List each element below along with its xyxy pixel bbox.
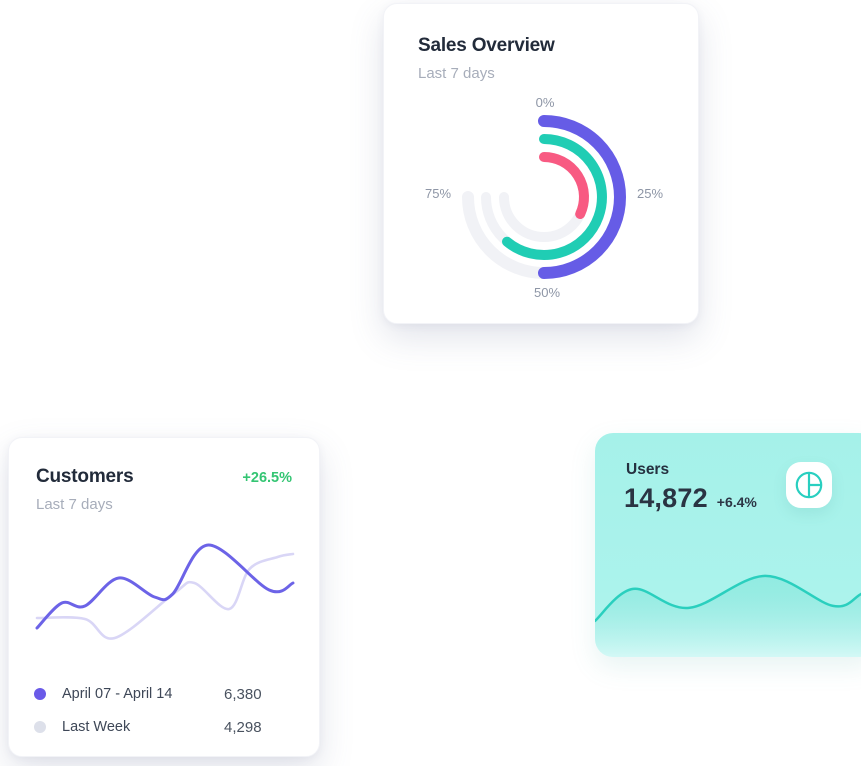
legend-value-lastweek: 4,298 [224, 718, 262, 736]
legend-label-current: April 07 - April 14 [62, 686, 173, 702]
customers-line-chart [35, 543, 295, 640]
legend-label-lastweek: Last Week [62, 719, 131, 735]
legend-dot-lastweek [34, 721, 46, 733]
sales-card-header: Sales Overview Last 7 days [418, 35, 555, 82]
customers-change-badge: +26.5% [242, 470, 292, 486]
users-card: Users 14,872 +6.4% [595, 433, 861, 657]
radial-label-50: 50% [533, 285, 561, 300]
radial-label-75: 75% [424, 186, 452, 201]
legend-value-current: 6,380 [224, 685, 262, 703]
radial-label-25: 25% [636, 186, 664, 201]
radial-bar-chart [462, 115, 626, 279]
users-count-value: 14,872 [624, 483, 708, 513]
pie-chart-icon-button[interactable] [786, 462, 832, 508]
radial-label-0: 0% [535, 95, 555, 110]
customers-card-title: Customers [36, 466, 134, 487]
pie-chart-icon [795, 471, 823, 499]
users-change-value: +6.4% [716, 494, 757, 510]
customers-card-subtitle: Last 7 days [36, 496, 113, 513]
sales-overview-card: Sales Overview Last 7 days 0% 25% 50% 75… [383, 3, 699, 324]
legend-row-current: April 07 - April 14 6,380 [34, 682, 292, 706]
customers-card: Customers +26.5% Last 7 days April 07 - … [8, 437, 320, 757]
users-value-row: 14,872 +6.4% [624, 483, 757, 514]
users-card-title: Users [626, 461, 670, 478]
legend-dot-current [34, 688, 46, 700]
customers-legend: April 07 - April 14 6,380 Last Week 4,29… [34, 682, 292, 748]
sales-card-subtitle: Last 7 days [418, 65, 495, 82]
sales-card-title: Sales Overview [418, 35, 555, 56]
customers-card-header: Customers +26.5% Last 7 days [36, 466, 292, 513]
legend-row-lastweek: Last Week 4,298 [34, 715, 292, 739]
